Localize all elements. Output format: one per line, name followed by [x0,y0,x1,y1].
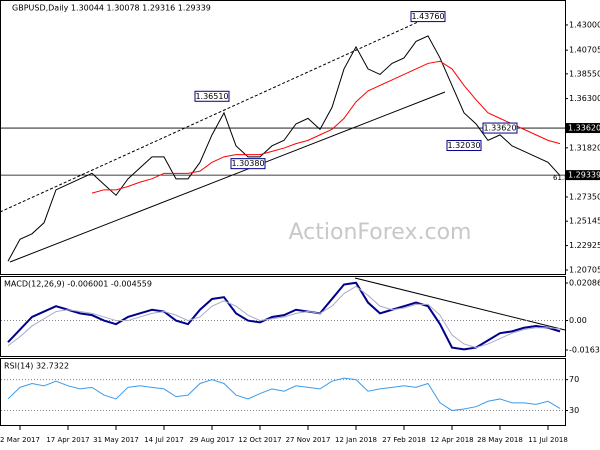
level-label: 1.29339 [568,171,600,180]
annotation-label: 1.30380 [231,159,264,168]
x-tick-label: 31 May 2017 [93,436,139,444]
watermark: ActionForex.com [289,220,472,245]
annotation-label: 1.36510 [195,92,228,101]
y-tick-label: -0.016357 [569,346,600,355]
x-tick-label: 12 Apr 2018 [430,436,473,444]
x-tick-label: 2 Mar 2017 [0,436,40,444]
rsi-title: RSI(14) 32.7322 [4,362,69,371]
y-tick-label: 1.36300 [569,94,600,103]
y-tick-label: 1.22925 [569,241,600,250]
x-tick-label: 27 Nov 2017 [286,436,331,444]
x-tick-label: 28 May 2018 [477,436,523,444]
y-tick-label: 30 [569,406,579,415]
level-label: 1.33620 [568,124,600,133]
annotation-box [230,158,266,170]
annotation-box [410,11,446,23]
x-tick-label: 14 Jul 2017 [144,436,184,444]
chart-title: GBPUSD,Daily 1.30044 1.30078 1.29316 1.2… [12,4,211,13]
series-line [7,35,561,262]
fib-label: 61.8 [553,174,569,182]
y-tick-label: 1.27350 [569,192,600,201]
level-box [566,123,600,134]
level-box [566,170,600,181]
annotation-label: 1.33620 [483,124,516,133]
annotation-box [194,90,230,102]
x-tick-label: 17 Apr 2017 [46,436,89,444]
series-line [7,377,561,412]
series-line [7,285,561,349]
annotation-box [482,122,518,134]
y-tick-label: 70 [569,375,579,384]
x-tick-label: 11 Jul 2018 [528,436,568,444]
x-tick-label: 12 Oct 2017 [238,436,281,444]
y-tick-label: 1.43000 [569,20,600,29]
annotation-box [446,140,482,152]
trend-line [9,91,446,263]
price-panel [0,0,566,275]
macd-panel [0,276,566,357]
annotation-label: 1.43760 [411,12,444,21]
macd-trend-line [354,277,566,331]
series-line [7,281,561,351]
y-tick-label: 1.40705 [569,46,600,55]
y-tick-label: 0.00 [569,316,587,325]
y-tick-label: 1.20705 [569,265,600,274]
y-tick-label: 1.38550 [569,69,600,78]
annotation-label: 1.32030 [447,141,480,150]
x-tick-label: 12 Jan 2018 [335,436,377,444]
series-line [91,60,561,194]
y-tick-label: 1.31820 [569,143,600,152]
y-tick-label: 0.020861 [569,278,600,287]
x-tick-label: 27 Feb 2018 [382,436,426,444]
channel-line [0,11,441,213]
x-tick-label: 29 Aug 2017 [190,436,235,444]
y-tick-label: 1.25145 [569,217,600,226]
rsi-panel [0,358,566,426]
macd-title: MACD(12,26,9) -0.006001 -0.004559 [4,280,152,289]
